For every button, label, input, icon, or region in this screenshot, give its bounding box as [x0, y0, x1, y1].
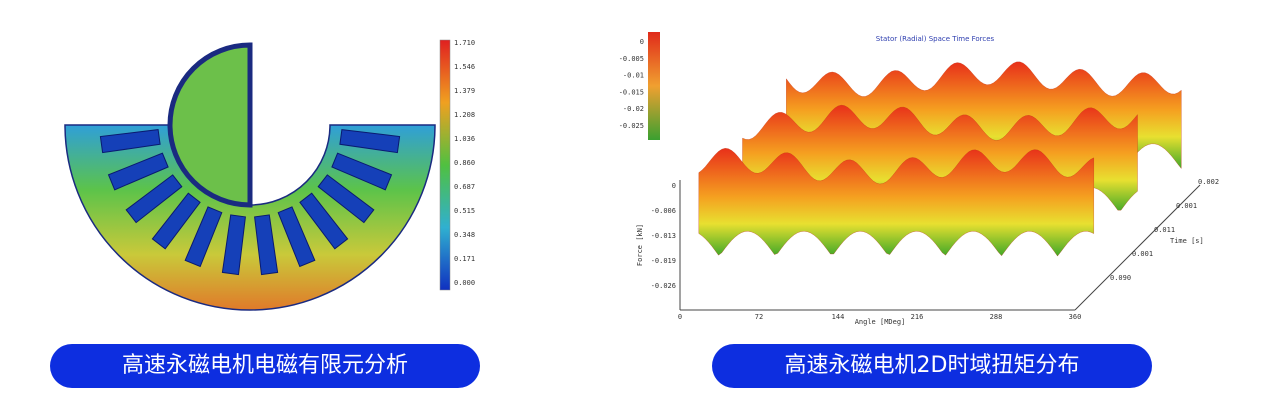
colorbar-label: 1.036	[454, 135, 475, 143]
slot	[254, 214, 279, 276]
ridge	[698, 148, 1094, 257]
x-tick-label: 0	[678, 313, 682, 321]
caption: 高速永磁电机电磁有限元分析	[50, 344, 480, 388]
slot	[339, 129, 401, 154]
depth-tick-label: 0.090	[1110, 274, 1131, 282]
colorbar-label: 1.208	[454, 111, 475, 119]
colorbar-label: 1.546	[454, 63, 475, 71]
colorbar-label: 0.348	[454, 231, 475, 239]
depth-tick-label: 0.011	[1154, 226, 1175, 234]
colorbar-label: -0.025	[619, 122, 644, 130]
colorbar-label: -0.01	[623, 72, 644, 80]
slot	[151, 192, 201, 250]
colorbar-label: -0.005	[619, 55, 644, 63]
slot	[299, 192, 349, 250]
colorbar-labels: 0 -0.005 -0.01 -0.015 -0.02 -0.025	[619, 38, 644, 130]
depth-tick-label: 0.002	[1198, 178, 1219, 186]
y-tick-label: -0.019	[651, 257, 676, 265]
y-tick-label: 0	[672, 182, 676, 190]
y-tick-label: -0.026	[651, 282, 676, 290]
rotor	[167, 42, 253, 208]
colorbar-label: 0.171	[454, 255, 475, 263]
depth-axis-label: Time [s]	[1170, 237, 1204, 245]
colorbar-label: 0.000	[454, 279, 475, 287]
x-axis-label: Angle [MDeg]	[855, 318, 906, 326]
colorbar-label: 0.860	[454, 159, 475, 167]
slots	[99, 129, 401, 276]
x-tick-label: 72	[755, 313, 763, 321]
colorbar	[439, 39, 451, 291]
depth-tick-label: 0.001	[1132, 250, 1153, 258]
y-axis-label: Force [kN]	[636, 224, 644, 266]
colorbar-label: 1.710	[454, 39, 475, 47]
y-tick-label: -0.006	[651, 207, 676, 215]
x-tick-label: 144	[832, 313, 845, 321]
caption: 高速永磁电机2D时域扭矩分布	[712, 344, 1152, 388]
slot	[125, 174, 183, 224]
slot	[317, 174, 375, 224]
colorbar-label: -0.02	[623, 105, 644, 113]
depth-tick-label: 0.001	[1176, 202, 1197, 210]
slot	[107, 152, 169, 191]
axis-line	[1074, 184, 1201, 311]
slot	[277, 206, 316, 268]
x-tick-label: 288	[990, 313, 1003, 321]
x-tick-label: 360	[1069, 313, 1082, 321]
colorbar	[648, 32, 660, 140]
colorbar-label: 0.515	[454, 207, 475, 215]
colorbar-label: 0.687	[454, 183, 475, 191]
colorbar-label: 1.379	[454, 87, 475, 95]
colorbar-labels: 1.710 1.546 1.379 1.208 1.036 0.860 0.687 0.515…	[454, 39, 475, 287]
slot	[221, 214, 246, 276]
plot-title: Stator (Radial) Space Time Forces	[876, 35, 995, 43]
x-tick-label: 216	[911, 313, 924, 321]
slot	[184, 206, 223, 268]
colorbar-label: -0.015	[619, 88, 644, 96]
axes: 0 72 144 216 288 360 0 -0.006 -0.013 -0.019 -0.026…	[636, 178, 1219, 326]
y-tick-label: -0.013	[651, 232, 676, 240]
slot	[99, 129, 161, 154]
surface	[698, 61, 1182, 257]
colorbar-label: 0	[640, 38, 644, 46]
slot	[331, 152, 393, 191]
